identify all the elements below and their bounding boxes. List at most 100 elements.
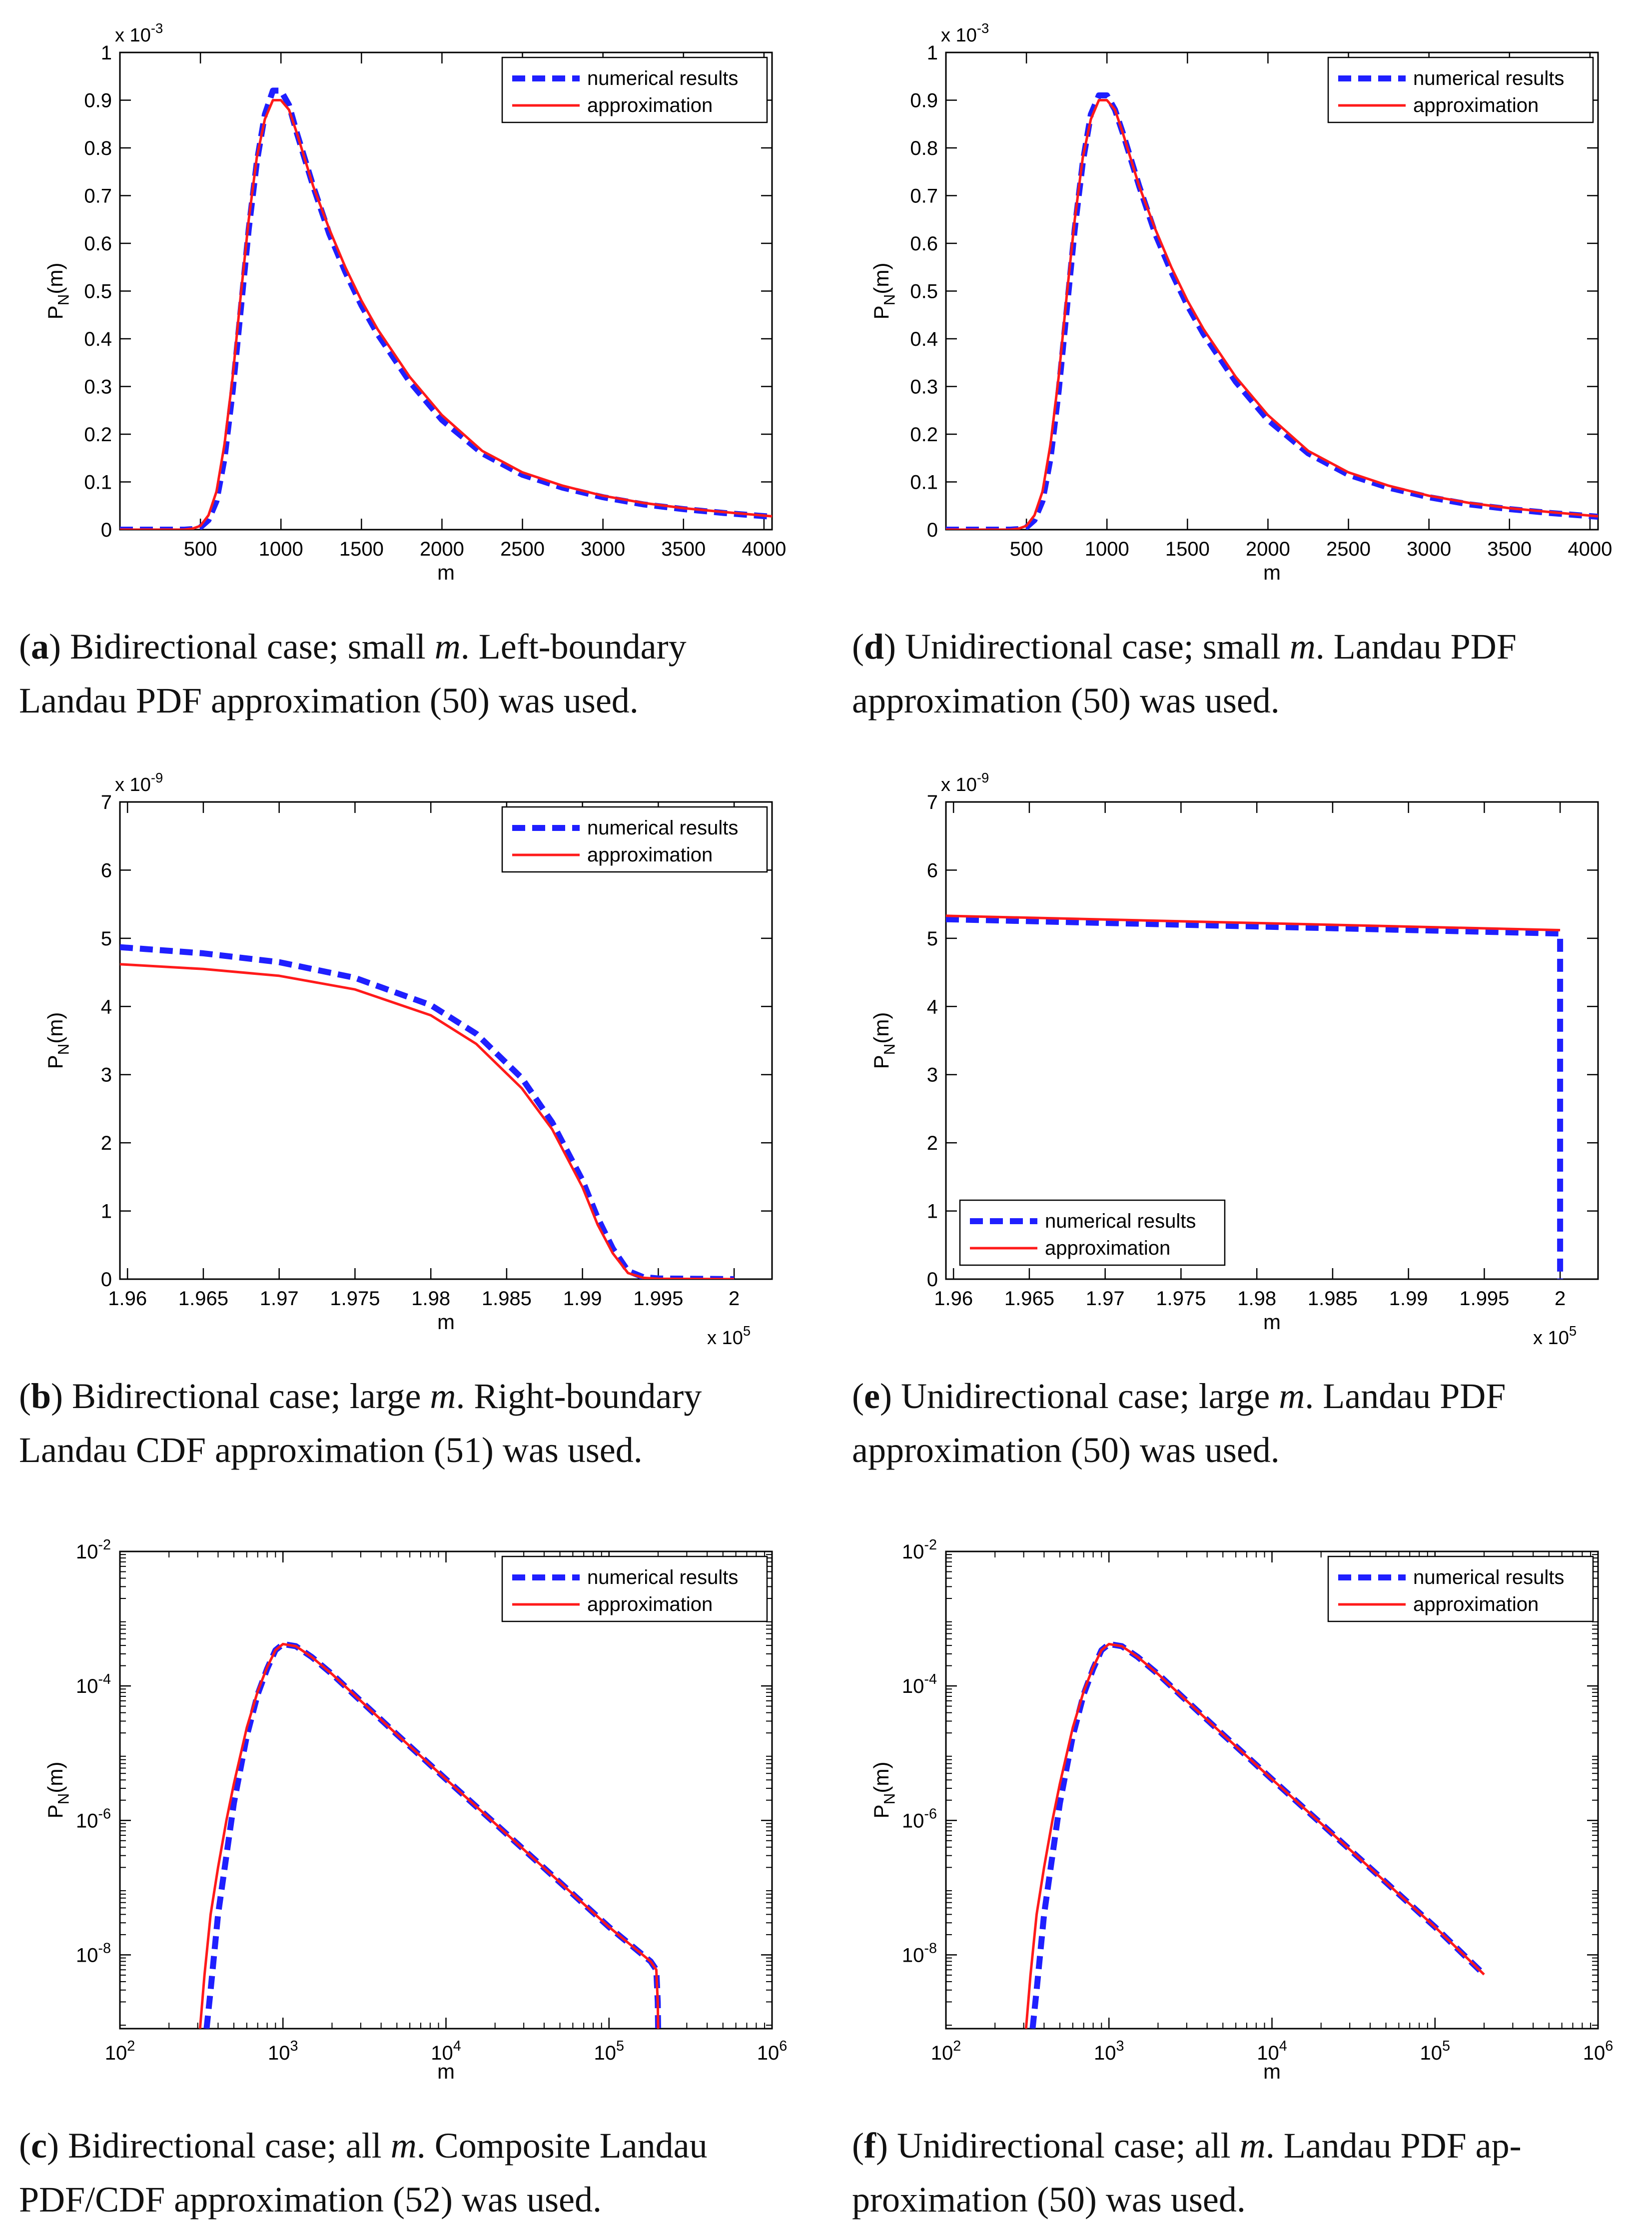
caption-d-line2: approximation (50) was used. xyxy=(852,681,1280,721)
chart-b-legend-label-numerical: numerical results xyxy=(587,817,738,839)
chart-c-ytick-label: 10-6 xyxy=(76,1806,111,1832)
chart-a-xtick-label: 1000 xyxy=(259,538,303,560)
chart-b-legend-label-approximation: approximation xyxy=(587,844,713,866)
panel-b: 1.96 1.965 1.97 1.975 1.98 1.985 1.99 1.995 2 0 1 2… xyxy=(0,749,826,1349)
chart-a-ytick-label: 0.4 xyxy=(84,328,112,350)
caption-a: (a) Bidirectional case; small m. Left-bo… xyxy=(19,620,809,728)
chart-b-ytick-label: 0 xyxy=(101,1269,112,1291)
chart-b-xtick-label: 1.995 xyxy=(633,1288,683,1310)
chart-d-ytick-label: 0.4 xyxy=(910,328,938,350)
chart-c-ytick-label: 10-4 xyxy=(76,1671,111,1697)
chart-e-xtick-label: 1.99 xyxy=(1389,1288,1428,1310)
chart-b-ytick-label: 2 xyxy=(101,1132,112,1154)
chart-e-ytick-label: 2 xyxy=(927,1132,938,1154)
chart-a-legend-label-approximation: approximation xyxy=(587,94,713,116)
chart-b-axes-box xyxy=(119,801,773,1280)
caption-e-text2: . Landau PDF xyxy=(1305,1376,1506,1416)
chart-d-axes-box xyxy=(945,51,1599,531)
chart-c-xtick-label: 102 xyxy=(105,2038,135,2064)
chart-d-xtick-label: 2000 xyxy=(1246,538,1290,560)
chart-e-xtick-label: 1.995 xyxy=(1459,1288,1509,1310)
chart-a-axes-box xyxy=(119,51,773,531)
chart-b-ytick-label: 4 xyxy=(101,996,112,1018)
chart-e-plot-area xyxy=(946,914,1564,1279)
chart-d: 500 1000 1500 2000 2500 3000 3500 4000 0 0.1 0.2 0.… xyxy=(869,20,1612,584)
chart-a-xtick-label: 500 xyxy=(184,538,217,560)
chart-d-ytick-label: 0.9 xyxy=(910,90,938,112)
chart-b-ytick-label: 1 xyxy=(101,1201,112,1223)
chart-b-ylabel: PN(m) xyxy=(43,1012,72,1069)
chart-d-legend-label-numerical: numerical results xyxy=(1413,67,1564,89)
chart-d-ytick-label: 0.3 xyxy=(910,376,938,398)
caption-e-var: m xyxy=(1279,1376,1305,1416)
chart-b-xlabel: m xyxy=(437,1310,455,1334)
chart-e-xtick-label: 1.98 xyxy=(1237,1288,1276,1310)
chart-e-x-exponent: x 105 xyxy=(1533,1323,1577,1349)
chart-a-xtick-label: 4000 xyxy=(742,538,786,560)
chart-c-legend-label-approximation: approximation xyxy=(587,1593,713,1615)
chart-e-series-numerical xyxy=(946,916,1564,1279)
caption-a-var: m xyxy=(434,627,461,667)
chart-d-ytick-label: 0.8 xyxy=(910,137,938,159)
chart-a-plot-area xyxy=(120,87,772,530)
chart-a-xtick-label: 1500 xyxy=(339,538,384,560)
chart-a-series-approximation xyxy=(120,99,772,530)
chart-c-plot-area xyxy=(198,1641,661,2029)
panel-e: 1.96 1.965 1.97 1.975 1.98 1.985 1.99 1.995 2 0 1 2… xyxy=(826,749,1652,1349)
chart-d-ytick-label: 0 xyxy=(927,519,938,541)
chart-a-ytick-label: 1 xyxy=(101,42,112,64)
chart-b-xtick-label: 1.96 xyxy=(108,1288,147,1310)
caption-c-text1: Bidirectional case; all xyxy=(58,2126,391,2166)
chart-a-xlabel: m xyxy=(437,561,455,584)
chart-c-ytick-label: 10-8 xyxy=(76,1940,111,1966)
chart-c-xlabel: m xyxy=(437,2060,455,2083)
chart-a-ytick-label: 0.9 xyxy=(84,90,112,112)
chart-c-legend-box xyxy=(501,1555,768,1622)
chart-e-ytick-label: 3 xyxy=(927,1064,938,1086)
caption-b: (b) Bidirectional case; large m. Right-b… xyxy=(19,1369,809,1477)
chart-e-legend-label-numerical: numerical results xyxy=(1045,1210,1196,1232)
chart-d-xtick-label: 3000 xyxy=(1407,538,1451,560)
chart-b: 1.96 1.965 1.97 1.975 1.98 1.985 1.99 1.995 2 0 1 2… xyxy=(43,770,773,1349)
caption-b-text1: Bidirectional case; large xyxy=(63,1376,430,1416)
chart-e-xtick-label: 1.97 xyxy=(1086,1288,1125,1310)
chart-c-ytick-label: 10-2 xyxy=(76,1537,111,1563)
chart-d-ytick-label: 0.2 xyxy=(910,424,938,446)
chart-a-ytick-label: 0.7 xyxy=(84,185,112,207)
caption-d-letter: d xyxy=(863,627,884,667)
chart-b-legend-box xyxy=(501,806,768,873)
chart-f-ytick-label: 10-8 xyxy=(902,1940,937,1966)
chart-d-xtick-label: 500 xyxy=(1010,538,1043,560)
chart-d-ytick-label: 1 xyxy=(927,42,938,64)
chart-f-xtick-label: 105 xyxy=(1420,2038,1450,2064)
chart-e-ytick-label: 5 xyxy=(927,928,938,950)
chart-c-xtick-label: 104 xyxy=(431,2038,461,2064)
chart-d-ytick-label: 0.1 xyxy=(910,472,938,494)
chart-e-legend-box xyxy=(959,1199,1226,1266)
caption-f-text1: Unidirectional case; all xyxy=(887,2126,1240,2166)
chart-f-series-approximation xyxy=(1024,1642,1485,2029)
chart-f-xtick-label: 103 xyxy=(1094,2038,1124,2064)
chart-f: 102 103 104 105 106 10-8 10-6 10-4 10-2 m PN(m) num… xyxy=(869,1537,1614,2083)
caption-d-text2: . Landau PDF xyxy=(1315,627,1517,667)
chart-a-ytick-label: 0.2 xyxy=(84,424,112,446)
chart-f-xtick-label: 106 xyxy=(1583,2038,1614,2064)
chart-a-xtick-label: 3000 xyxy=(581,538,625,560)
chart-a-ytick-label: 0.5 xyxy=(84,281,112,303)
chart-d-y-exponent: x 10-3 xyxy=(941,20,989,46)
chart-f-xlabel: m xyxy=(1263,2060,1281,2083)
chart-e: 1.96 1.965 1.97 1.975 1.98 1.985 1.99 1.995 2 0 1 2… xyxy=(869,770,1599,1349)
caption-b-line2: Landau CDF approximation (51) was used. xyxy=(19,1430,643,1470)
chart-d-xtick-label: 1500 xyxy=(1165,538,1210,560)
chart-b-xtick-label: 1.985 xyxy=(482,1288,532,1310)
chart-c-xtick-label: 105 xyxy=(594,2038,624,2064)
chart-e-xtick-label: 1.985 xyxy=(1308,1288,1358,1310)
caption-c-line2: PDF/CDF approximation (52) was used. xyxy=(19,2180,602,2220)
chart-b-ytick-label: 7 xyxy=(101,791,112,813)
chart-c-axes-box xyxy=(119,1550,773,2030)
chart-b-plot-area xyxy=(120,944,735,1279)
chart-b-x-exponent: x 105 xyxy=(707,1323,751,1349)
chart-c-legend-label-numerical: numerical results xyxy=(587,1566,738,1588)
chart-c-ylabel: PN(m) xyxy=(43,1762,72,1819)
chart-b-xtick-label: 1.975 xyxy=(330,1288,380,1310)
